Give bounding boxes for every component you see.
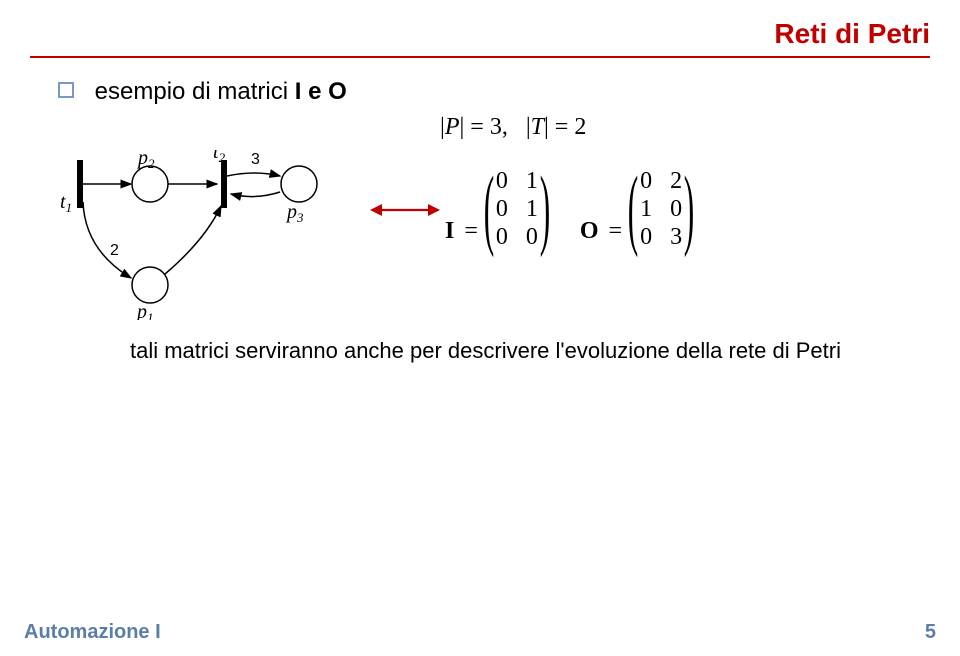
- svg-text:p3: p3: [285, 201, 304, 225]
- petri-net-diagram: t1 p2 2 p1 t2 3 p3: [55, 150, 375, 320]
- footer-left: Automazione I: [24, 621, 161, 644]
- footer: Automazione I 5: [24, 621, 936, 644]
- place-p1: [132, 267, 168, 303]
- bullet-square-icon: [58, 82, 74, 98]
- note-text: tali matrici serviranno anche per descri…: [130, 338, 841, 364]
- place-p3: [281, 166, 317, 202]
- transition-t1: [77, 160, 83, 208]
- header-rule: [30, 56, 930, 58]
- matrix-I: I = ( 000 110 ): [445, 168, 550, 250]
- page-title: Reti di Petri: [30, 18, 930, 50]
- svg-text:p1: p1: [135, 301, 154, 320]
- svg-text:t1: t1: [60, 191, 72, 215]
- transition-t2: [221, 160, 227, 208]
- bullet-item: esempio di matrici I e O: [58, 78, 347, 106]
- svg-text:3: 3: [251, 151, 260, 168]
- footer-page-number: 5: [925, 621, 936, 644]
- bullet-text: esempio di matrici I e O: [95, 78, 347, 105]
- svg-text:2: 2: [110, 242, 119, 259]
- cardinality-eqn: |P| = 3, |T| = 2: [440, 114, 586, 141]
- matrices-block: I = ( 000 110 ) O = ( 010 203 ): [445, 168, 694, 250]
- svg-text:t2: t2: [213, 150, 226, 165]
- place-p2: [132, 166, 168, 202]
- double-arrow-icon: [370, 200, 440, 220]
- svg-text:p2: p2: [136, 150, 155, 171]
- matrix-O: O = ( 010 203 ): [580, 168, 694, 250]
